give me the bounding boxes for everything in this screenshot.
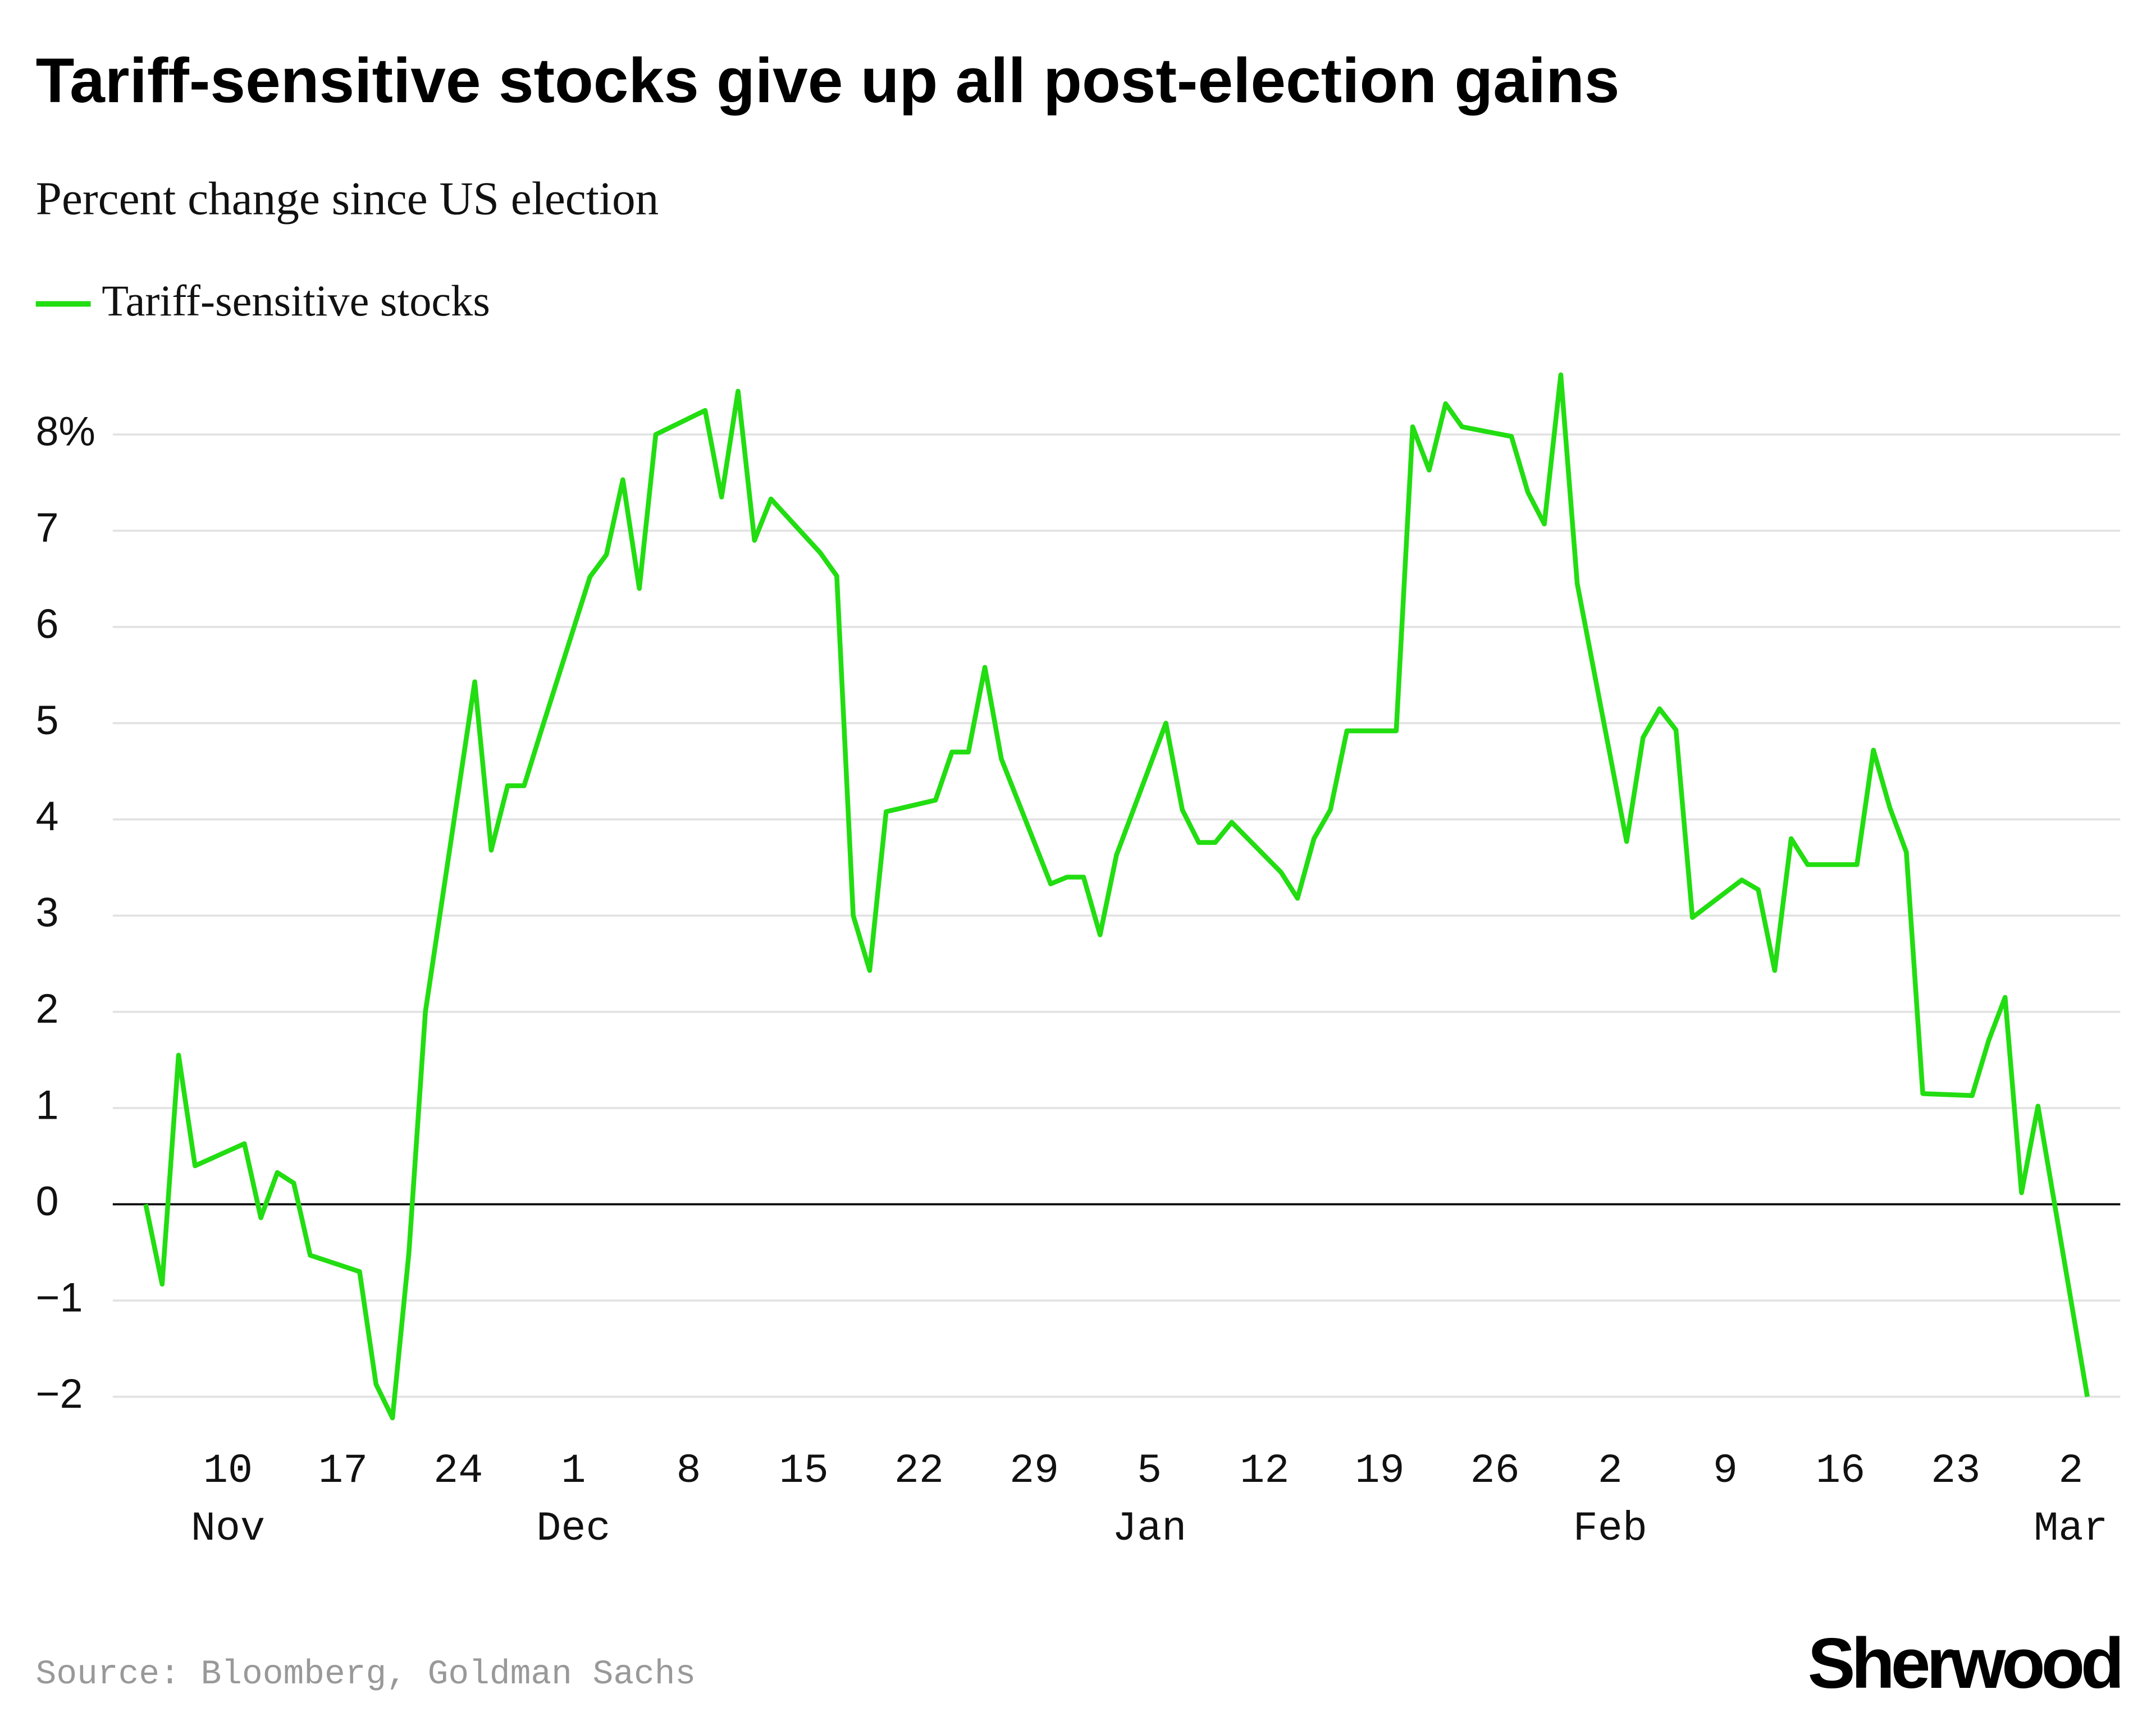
x-tick-label: 2 xyxy=(2058,1448,2083,1495)
x-tick-label: 16 xyxy=(1816,1448,1865,1495)
x-tick-label: 22 xyxy=(894,1448,944,1495)
y-tick-label: −1 xyxy=(36,1274,83,1320)
x-month-label: Jan xyxy=(1112,1506,1186,1553)
x-month-label: Nov xyxy=(191,1506,265,1553)
y-tick-label: 0 xyxy=(36,1178,59,1224)
x-tick-label: 10 xyxy=(203,1448,253,1495)
x-tick-label: 26 xyxy=(1470,1448,1520,1495)
x-month-label: Feb xyxy=(1573,1506,1647,1553)
x-tick-label: 23 xyxy=(1931,1448,1980,1495)
source: Source: Bloomberg, Goldman Sachs xyxy=(36,1655,696,1694)
x-tick-label: 5 xyxy=(1137,1448,1162,1495)
x-tick-label: 17 xyxy=(318,1448,368,1495)
x-tick-label: 2 xyxy=(1598,1448,1623,1495)
x-month-label: Mar xyxy=(2034,1506,2108,1553)
chart-title: Tariff-sensitive stocks give up all post… xyxy=(36,45,1620,116)
y-tick-label: 5 xyxy=(36,697,59,743)
y-tick-label: 2 xyxy=(36,985,59,1032)
y-tick-label: 1 xyxy=(36,1081,59,1128)
x-tick-label: 24 xyxy=(433,1448,483,1495)
y-tick-label: 8% xyxy=(36,408,95,454)
y-tick-label: 4 xyxy=(36,793,59,839)
y-tick-label: 3 xyxy=(36,889,59,936)
y-tick-label: 7 xyxy=(36,504,59,551)
x-tick-label: 15 xyxy=(779,1448,829,1495)
x-tick-label: 19 xyxy=(1355,1448,1404,1495)
x-tick-label: 29 xyxy=(1010,1448,1059,1495)
brand-logo: Sherwood xyxy=(1808,1623,2121,1703)
x-month-label: Dec xyxy=(536,1506,610,1553)
x-tick-label: 8 xyxy=(677,1448,701,1495)
y-tick-label: −2 xyxy=(36,1370,83,1417)
chart-subtitle: Percent change since US election xyxy=(36,173,659,225)
x-tick-label: 1 xyxy=(561,1448,586,1495)
x-tick-label: 9 xyxy=(1713,1448,1738,1495)
legend-label: Tariff-sensitive stocks xyxy=(102,276,490,325)
data-line xyxy=(143,372,2090,1421)
x-tick-label: 12 xyxy=(1240,1448,1289,1495)
y-tick-label: 6 xyxy=(36,600,59,647)
